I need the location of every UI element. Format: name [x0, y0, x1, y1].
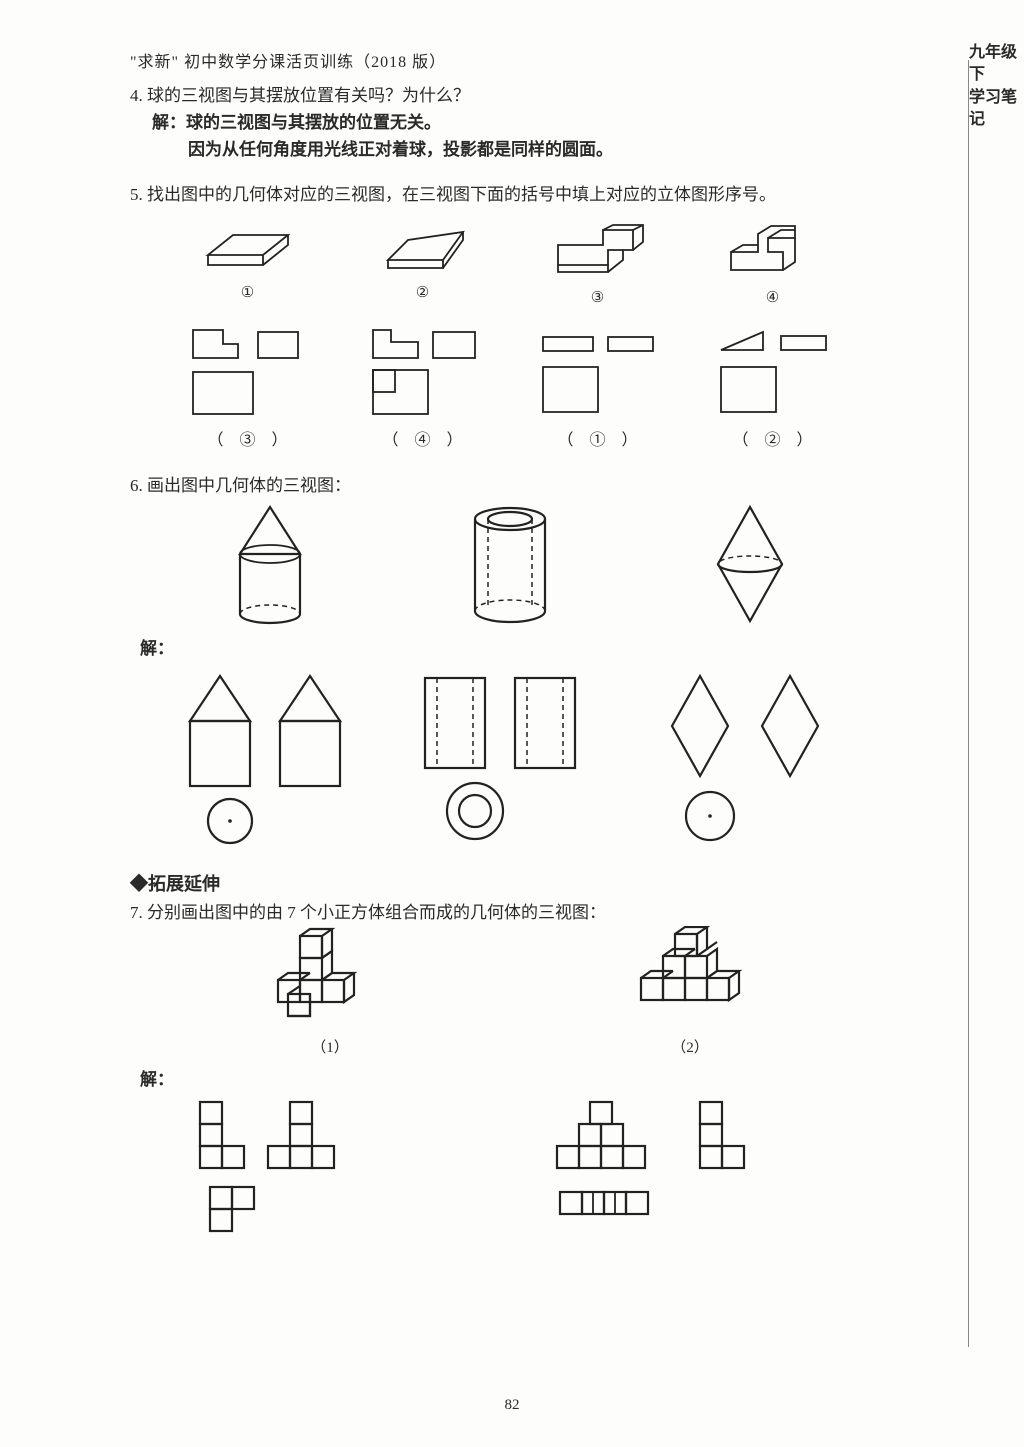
extend-header: ◆拓展延伸	[130, 870, 964, 899]
solid-3-label: ③	[591, 286, 604, 310]
page-number: 82	[0, 1393, 1024, 1417]
q6-prompt: 6. 画出图中几何体的三视图：	[130, 472, 964, 499]
q6-solid-1-icon	[210, 499, 330, 629]
q6-jie: 解：	[140, 635, 964, 662]
q5-views-row	[160, 322, 860, 422]
q7-prompt: 7. 分别画出图中的由 7 个小正方体组合而成的几何体的三视图：	[130, 899, 964, 926]
views-d-icon	[703, 322, 843, 422]
q6-solid-2-icon	[450, 499, 570, 629]
q5-ans-d: （ ② ）	[685, 428, 860, 454]
q5-ans-c: （ ① ）	[510, 428, 685, 454]
solid-4-label: ④	[766, 286, 779, 310]
views-b-icon	[353, 322, 493, 422]
q6-ans-2-icon	[405, 666, 615, 846]
solid-1-icon	[193, 220, 303, 275]
side-notes: 学习笔记	[969, 87, 1024, 132]
question-6: 6. 画出图中几何体的三视图：	[130, 472, 964, 846]
q5-prompt: 5. 找出图中的几何体对应的三视图，在三视图下面的括号中填上对应的立体图形序号。	[130, 181, 964, 208]
question-4: 4. 球的三视图与其摆放位置有关吗？为什么？ 解：球的三视图与其摆放的位置无关。…	[130, 82, 964, 164]
q6-ans-1-icon	[170, 666, 370, 846]
solid-3-icon	[538, 220, 658, 280]
views-c-icon	[528, 322, 668, 422]
question-7: 7. 分别画出图中的由 7 个小正方体组合而成的几何体的三视图：	[130, 899, 964, 1237]
views-a-icon	[178, 322, 318, 422]
q6-solids-row	[150, 499, 870, 629]
q6-answers-row	[150, 666, 870, 846]
question-5: 5. 找出图中的几何体对应的三视图，在三视图下面的括号中填上对应的立体图形序号。…	[130, 181, 964, 454]
q7-jie: 解：	[140, 1066, 964, 1093]
solid-1-label: ①	[241, 281, 254, 305]
q5-solids-row: ① ② ③	[160, 220, 860, 310]
q7-solid-1-label: （1）	[311, 1036, 349, 1060]
q6-ans-3-icon	[650, 666, 850, 846]
q7-ans-1-icon	[190, 1097, 450, 1237]
q7-solid-1-icon	[255, 926, 405, 1036]
q5-ans-a: （ ③ ）	[160, 428, 335, 454]
side-grade: 九年级下	[969, 42, 1024, 87]
q7-solid-2-label: （2）	[671, 1036, 709, 1060]
q6-solid-3-icon	[690, 499, 810, 629]
q7-ans-2-icon	[540, 1097, 840, 1237]
solid-2-icon	[368, 220, 478, 275]
page-header: "求新" 初中数学分课活页训练（2018 版）	[130, 50, 964, 76]
q4-ans2: 因为从任何角度用光线正对着球，投影都是同样的圆面。	[130, 136, 964, 163]
q4-ans-label: 解：	[152, 113, 186, 132]
q7-solids-row: （1）	[150, 926, 870, 1060]
q7-solid-2-icon	[605, 926, 775, 1036]
q5-ans-b: （ ④ ）	[335, 428, 510, 454]
solid-2-label: ②	[416, 281, 429, 305]
q4-prompt: 4. 球的三视图与其摆放位置有关吗？为什么？	[130, 82, 964, 109]
q5-answers-row: （ ③ ） （ ④ ） （ ① ） （ ② ）	[160, 428, 860, 454]
solid-4-icon	[713, 220, 833, 280]
q7-answers-row	[150, 1097, 870, 1237]
q4-ans1: 球的三视图与其摆放的位置无关。	[186, 113, 441, 132]
